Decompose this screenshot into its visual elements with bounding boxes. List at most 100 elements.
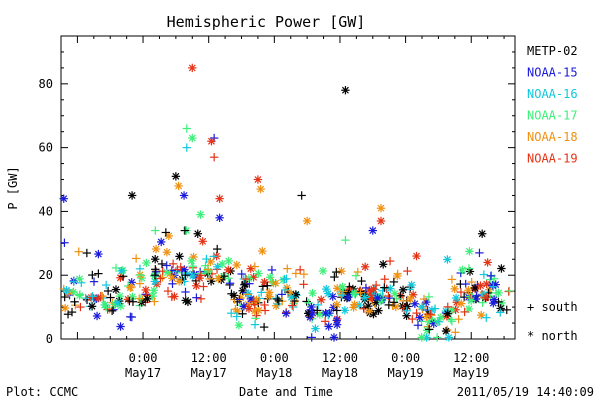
south-point <box>250 262 260 271</box>
south-point <box>297 191 306 200</box>
north-point <box>369 284 378 294</box>
south-point <box>389 298 399 307</box>
south-point <box>385 256 395 266</box>
chart-title: Hemispheric Power [GW] <box>167 13 366 31</box>
south-point <box>454 315 463 324</box>
north-point <box>232 260 241 270</box>
south-point <box>181 287 190 297</box>
south-point <box>238 309 247 319</box>
north-point <box>224 256 233 266</box>
south-point <box>356 288 365 297</box>
north-point <box>341 86 350 95</box>
x-tick-time: 12:00 <box>453 351 489 365</box>
south-point <box>103 286 113 296</box>
south-point <box>332 267 341 277</box>
south-point <box>173 265 182 274</box>
south-point <box>456 287 466 297</box>
south-point <box>419 294 429 304</box>
north-point <box>443 255 452 264</box>
south-point <box>330 272 339 282</box>
south-point <box>273 294 282 304</box>
north-point <box>198 237 207 246</box>
south-point <box>413 321 423 330</box>
north-point <box>164 231 174 241</box>
x-tick-time: 0:00 <box>391 351 420 365</box>
south-point <box>156 274 165 283</box>
south-point <box>274 296 284 306</box>
north-point <box>441 326 451 336</box>
y-tick-label: 20 <box>39 268 53 282</box>
north-point <box>271 279 280 288</box>
south-point <box>157 259 167 269</box>
south-point <box>283 264 292 273</box>
south-point <box>384 300 393 310</box>
north-point <box>427 305 437 315</box>
north-point <box>142 258 151 268</box>
north-point <box>398 285 408 295</box>
x-tick-time: 0:00 <box>260 351 289 365</box>
south-point <box>67 307 77 317</box>
north-point <box>244 289 253 298</box>
south-point <box>307 333 316 342</box>
south-point <box>76 302 85 312</box>
north-point <box>365 306 374 316</box>
south-point <box>447 317 457 326</box>
south-point <box>74 247 83 256</box>
north-point <box>179 191 189 200</box>
north-point <box>308 288 317 298</box>
north-point <box>244 274 254 283</box>
north-point <box>163 268 172 277</box>
south-point <box>150 297 159 306</box>
north-point <box>175 252 184 261</box>
south-point <box>251 314 260 323</box>
north-point <box>302 216 312 226</box>
north-point <box>253 175 263 184</box>
north-point <box>188 271 197 280</box>
north-point <box>338 282 347 292</box>
north-point <box>360 262 370 271</box>
north-point <box>113 298 123 307</box>
south-point <box>361 283 371 293</box>
north-point <box>311 324 320 333</box>
north-point <box>376 204 386 213</box>
north-point <box>350 289 359 298</box>
south-point <box>188 261 197 271</box>
south-point <box>402 306 411 315</box>
north-point <box>215 194 224 203</box>
north-point <box>378 260 388 269</box>
north-point <box>364 301 373 311</box>
north-point <box>497 264 506 273</box>
south-point <box>203 265 213 274</box>
north-point <box>464 286 473 295</box>
north-point <box>94 249 103 259</box>
north-point <box>482 293 491 302</box>
south-point <box>357 276 366 286</box>
south-point <box>384 291 393 301</box>
north-point <box>477 310 486 320</box>
north-point <box>224 265 233 275</box>
north-point <box>150 254 160 264</box>
north-point <box>337 266 346 276</box>
south-point <box>131 254 141 263</box>
south-point <box>182 143 192 152</box>
north-point <box>307 302 316 312</box>
south-point <box>243 290 252 299</box>
north-point <box>149 286 159 295</box>
north-point <box>464 304 474 314</box>
south-point <box>505 286 514 296</box>
north-point <box>86 293 96 302</box>
south-point <box>280 274 289 284</box>
south-point <box>504 287 513 296</box>
south-point <box>60 292 69 302</box>
north-point <box>329 333 339 342</box>
north-point <box>340 306 350 315</box>
y-axis-label: P [GW] <box>6 166 20 209</box>
north-point <box>407 280 416 290</box>
legend-entry: NOAA-18 <box>527 130 578 144</box>
north-point <box>214 274 223 283</box>
x-tick-time: 0:00 <box>129 351 158 365</box>
south-point <box>125 296 134 306</box>
x-tick-date: May19 <box>453 366 489 380</box>
north-point <box>369 309 378 319</box>
